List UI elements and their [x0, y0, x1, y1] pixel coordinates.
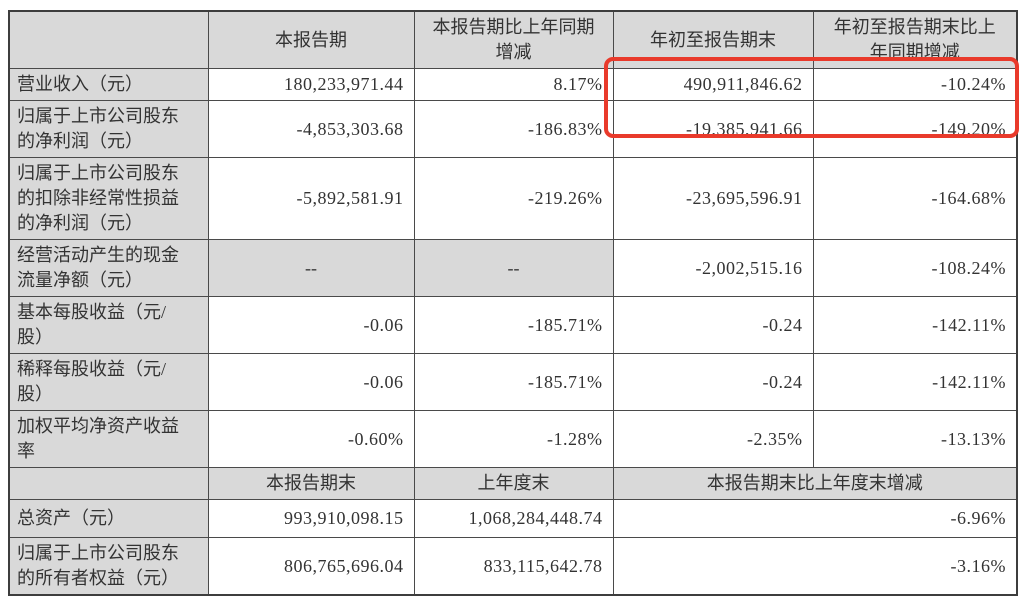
financial-summary-table: 本报告期 本报告期比上年同期增减 年初至报告期末 年初至报告期末比上年同期增减 …: [8, 10, 1018, 596]
table-row-weighted-roe: 加权平均净资产收益率 -0.60% -1.28% -2.35% -13.13%: [8, 410, 1018, 468]
metric-value: -0.24: [612, 353, 814, 411]
metric-value: 1,068,284,448.74: [413, 499, 614, 538]
metric-value: 833,115,642.78: [413, 537, 614, 596]
metric-value: 806,765,696.04: [207, 537, 415, 596]
table-row-net-profit: 归属于上市公司股东的净利润（元） -4,853,303.68 -186.83% …: [8, 100, 1018, 158]
header-current-period: 本报告期: [207, 10, 415, 69]
subheader-blank-cell: [8, 467, 209, 500]
metric-value: -3.16%: [612, 537, 1018, 596]
metric-value: -1.28%: [413, 410, 614, 468]
table-subheader-row: 本报告期末 上年度末 本报告期末比上年度末增减: [8, 467, 1018, 500]
metric-label: 归属于上市公司股东的所有者权益（元）: [8, 537, 209, 596]
metric-value: -0.06: [207, 296, 415, 354]
metric-value: 8.17%: [413, 68, 614, 101]
metric-value: --: [413, 239, 614, 297]
metric-label: 营业收入（元）: [8, 68, 209, 101]
table-header-row: 本报告期 本报告期比上年同期增减 年初至报告期末 年初至报告期末比上年同期增减: [8, 10, 1018, 69]
metric-value: -4,853,303.68: [207, 100, 415, 158]
metric-value-highlighted: 490,911,846.62: [612, 68, 814, 101]
metric-label: 经营活动产生的现金流量净额（元）: [8, 239, 209, 297]
table-row-operating-cash-flow: 经营活动产生的现金流量净额（元） -- -- -2,002,515.16 -10…: [8, 239, 1018, 297]
metric-value: -6.96%: [612, 499, 1018, 538]
header-prior-year-end: 上年度末: [413, 467, 614, 500]
metric-label: 总资产（元）: [8, 499, 209, 538]
header-period-end-change: 本报告期末比上年度末增减: [612, 467, 1018, 500]
metric-value: -186.83%: [413, 100, 614, 158]
metric-value: 180,233,971.44: [207, 68, 415, 101]
header-ytd: 年初至报告期末: [612, 10, 814, 69]
metric-value-highlighted: -19,385,941.66: [612, 100, 814, 158]
header-period-end: 本报告期末: [207, 467, 415, 500]
metric-label: 加权平均净资产收益率: [8, 410, 209, 468]
header-blank-cell: [8, 10, 209, 69]
metric-value: -185.71%: [413, 296, 614, 354]
table-row-total-assets: 总资产（元） 993,910,098.15 1,068,284,448.74 -…: [8, 499, 1018, 538]
metric-value: -23,695,596.91: [612, 157, 814, 240]
metric-value: -2.35%: [612, 410, 814, 468]
metric-label: 归属于上市公司股东的净利润（元）: [8, 100, 209, 158]
metric-label: 归属于上市公司股东的扣除非经常性损益的净利润（元）: [8, 157, 209, 240]
metric-value: -164.68%: [812, 157, 1018, 240]
metric-value: -0.60%: [207, 410, 415, 468]
metric-value: -219.26%: [413, 157, 614, 240]
header-ytd-yoy: 年初至报告期末比上年同期增减: [812, 10, 1018, 69]
metric-value: --: [207, 239, 415, 297]
table-row-net-profit-excl-nonrecurring: 归属于上市公司股东的扣除非经常性损益的净利润（元） -5,892,581.91 …: [8, 157, 1018, 240]
header-current-yoy: 本报告期比上年同期增减: [413, 10, 614, 69]
table-row-owners-equity: 归属于上市公司股东的所有者权益（元） 806,765,696.04 833,11…: [8, 537, 1018, 596]
metric-value: -142.11%: [812, 353, 1018, 411]
metric-label: 基本每股收益（元/股）: [8, 296, 209, 354]
metric-value: -108.24%: [812, 239, 1018, 297]
metric-value-highlighted: -149.20%: [812, 100, 1018, 158]
metric-value: 993,910,098.15: [207, 499, 415, 538]
metric-value: -13.13%: [812, 410, 1018, 468]
metric-value-highlighted: -10.24%: [812, 68, 1018, 101]
table-row-diluted-eps: 稀释每股收益（元/股） -0.06 -185.71% -0.24 -142.11…: [8, 353, 1018, 411]
table-row-revenue: 营业收入（元） 180,233,971.44 8.17% 490,911,846…: [8, 68, 1018, 101]
metric-value: -142.11%: [812, 296, 1018, 354]
metric-label: 稀释每股收益（元/股）: [8, 353, 209, 411]
table-row-basic-eps: 基本每股收益（元/股） -0.06 -185.71% -0.24 -142.11…: [8, 296, 1018, 354]
metric-value: -5,892,581.91: [207, 157, 415, 240]
metric-value: -2,002,515.16: [612, 239, 814, 297]
metric-value: -0.06: [207, 353, 415, 411]
metric-value: -0.24: [612, 296, 814, 354]
metric-value: -185.71%: [413, 353, 614, 411]
